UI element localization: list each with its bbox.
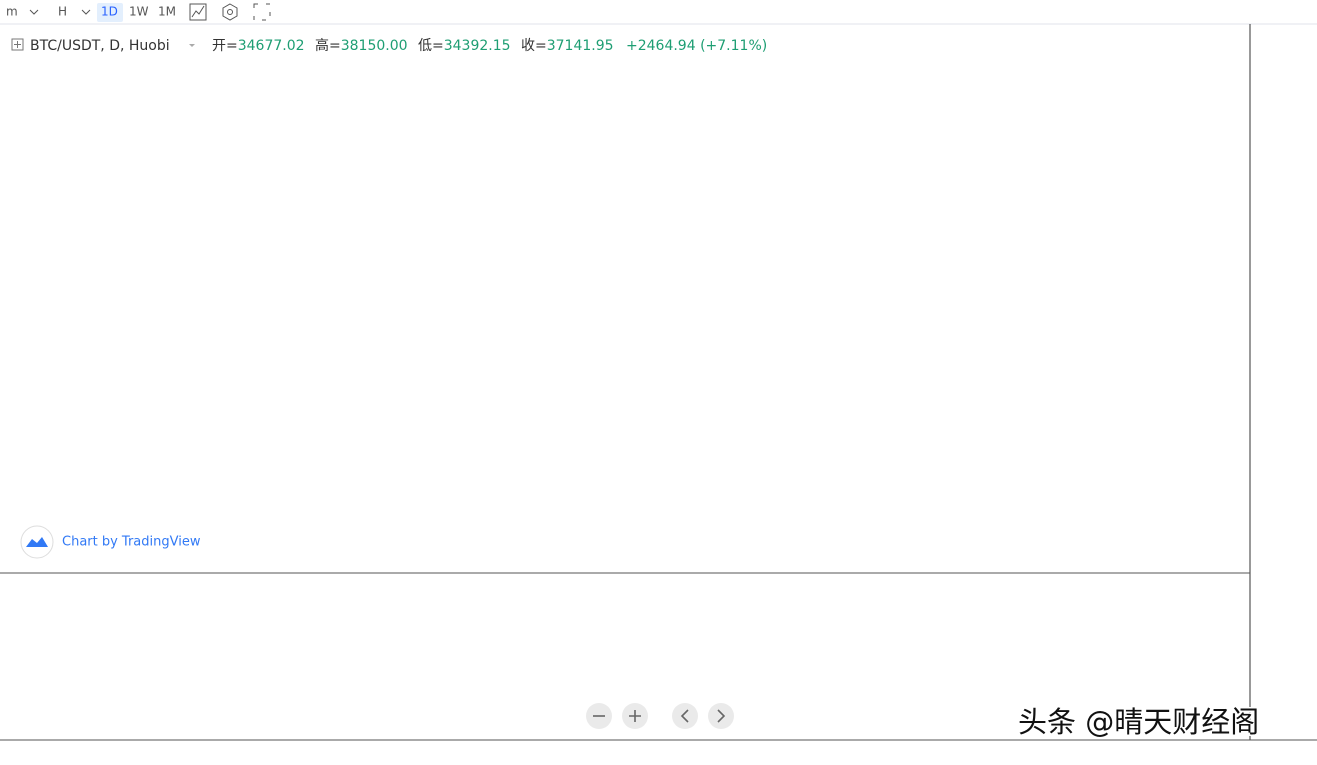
screenshot-icon[interactable] xyxy=(253,3,271,21)
active-interval[interactable] xyxy=(97,3,123,22)
close-label: 收= xyxy=(521,38,547,54)
low-label: 低= xyxy=(418,38,444,54)
tradingview-logo[interactable] xyxy=(20,525,54,559)
zoom-in-icon[interactable] xyxy=(629,710,641,722)
navigation xyxy=(586,703,734,729)
settings-icon[interactable] xyxy=(222,3,238,21)
dropdown-icon[interactable] xyxy=(81,9,91,15)
watermark: 头条 @晴天财经阁 xyxy=(1018,705,1259,739)
attribution[interactable]: Chart by TradingView xyxy=(62,535,201,550)
toolbar-item[interactable]: 1M xyxy=(158,5,176,19)
chart-style-icon[interactable] xyxy=(191,5,205,18)
high-value: 38150.00 xyxy=(341,38,408,54)
collapse-icon[interactable] xyxy=(11,38,24,51)
low-value: 34392.15 xyxy=(444,38,511,54)
scroll-left-button[interactable] xyxy=(672,703,698,729)
scroll-right-icon[interactable] xyxy=(717,709,726,723)
collapse-icon[interactable] xyxy=(14,41,21,48)
chart-style-icon[interactable] xyxy=(189,3,207,21)
change-value: +2464.94 (+7.11%) xyxy=(626,38,767,54)
tradingview-logo[interactable] xyxy=(26,537,48,547)
high-label: 高= xyxy=(315,37,341,54)
toolbar-item[interactable]: 1D xyxy=(101,5,118,19)
toolbar-item[interactable]: 1W xyxy=(129,5,149,19)
open-value: 34677.02 xyxy=(238,38,305,54)
open-label: 开= xyxy=(212,38,238,54)
ohlc-legend: 开=34677.02 高=38150.00 低=34392.15 收=37141… xyxy=(212,37,767,54)
scroll-right-button[interactable] xyxy=(708,703,734,729)
symbol-label: BTC/USDT, D, Huobi xyxy=(30,38,170,54)
close-value: 37141.95 xyxy=(547,38,614,54)
settings-icon[interactable] xyxy=(227,9,233,15)
toolbar-item[interactable]: H xyxy=(58,5,67,19)
dropdown-icon[interactable] xyxy=(29,9,39,15)
scroll-left-icon[interactable] xyxy=(680,709,689,723)
dropdown-icon[interactable] xyxy=(189,44,195,47)
toolbar-item[interactable]: m xyxy=(6,5,18,19)
